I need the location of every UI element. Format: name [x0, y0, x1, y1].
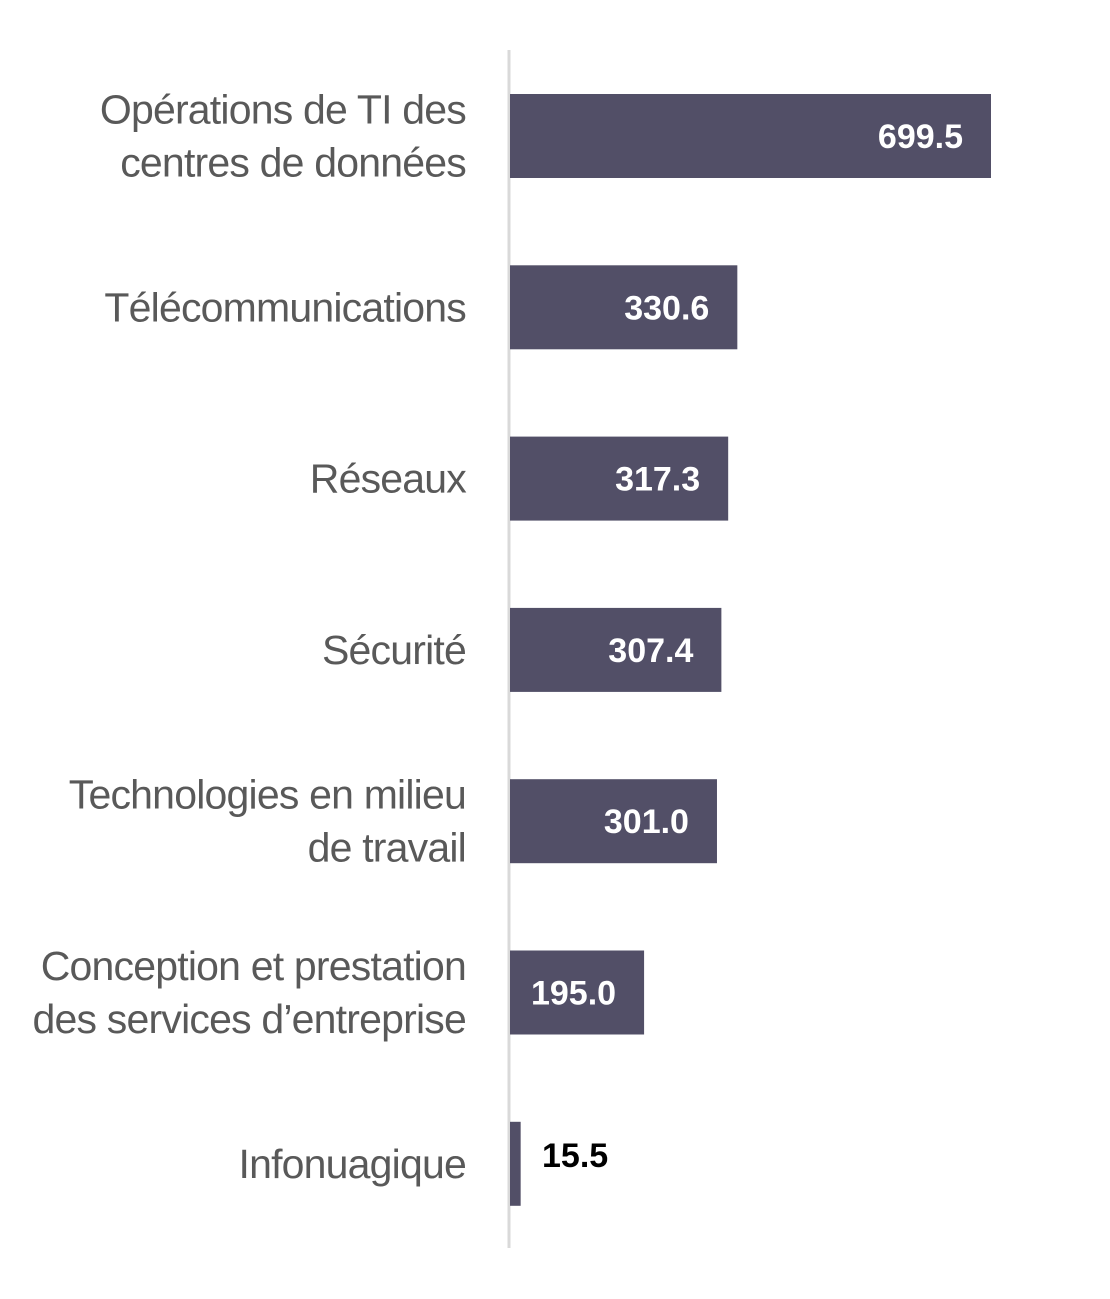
category-label-line: des services d’entreprise: [33, 996, 466, 1042]
bar: [510, 779, 717, 864]
category-label: Technologies en milieu de travail: [69, 772, 466, 871]
category-label-line: de travail: [308, 825, 466, 871]
bar: [510, 1121, 521, 1206]
data-label: 301.0: [604, 803, 689, 841]
bar: [510, 607, 722, 692]
category-label: Conception et prestation des services d’e…: [33, 943, 466, 1042]
category-label-line: Conception et prestation: [41, 943, 466, 989]
category-label: Télécommunications: [104, 284, 466, 330]
category-label: Sécurité: [322, 627, 466, 673]
data-label: 195.0: [531, 975, 616, 1013]
category-label-line: Réseaux: [310, 456, 468, 502]
data-label: 15.5: [542, 1137, 608, 1175]
category-label: Infonuagique: [238, 1141, 466, 1187]
bar: [510, 950, 645, 1035]
data-label: 330.6: [624, 289, 709, 327]
category-label-line: Technologies en milieu: [69, 772, 466, 818]
data-label: 317.3: [615, 461, 700, 499]
category-label: Opérations de TI des centres de données: [100, 87, 466, 186]
data-label: 307.4: [608, 632, 693, 670]
category-label-line: Opérations de TI des: [100, 87, 466, 133]
category-label-line: Télécommunications: [104, 284, 466, 330]
category-label: Réseaux: [310, 456, 468, 502]
category-label-line: Sécurité: [322, 627, 466, 673]
bar: [510, 265, 738, 350]
category-label-line: centres de données: [120, 140, 466, 186]
data-label: 699.5: [878, 118, 963, 156]
bar: [510, 94, 991, 178]
bars-group: 699.5 Opérations de TI des centres de donn…: [33, 87, 991, 1206]
bar: [510, 436, 729, 521]
category-label-line: Infonuagique: [238, 1141, 466, 1187]
